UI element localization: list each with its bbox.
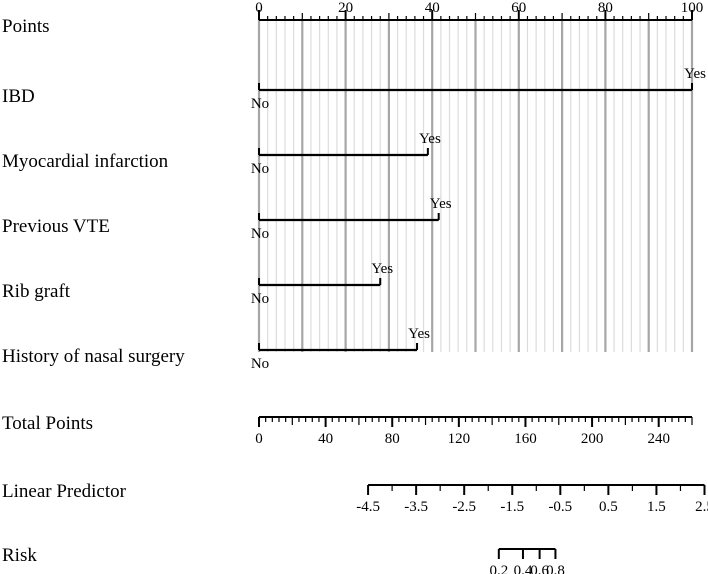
level-label-yes: Yes <box>408 326 430 342</box>
total-points-tick-label: 160 <box>514 431 537 447</box>
level-label-no: No <box>251 356 269 372</box>
total-points-tick-label: 200 <box>581 431 604 447</box>
points-tick-label: 60 <box>511 0 526 16</box>
row-label: Points <box>2 16 50 37</box>
linear-predictor-tick-label: -2.5 <box>452 499 476 515</box>
level-label-yes: Yes <box>419 131 441 147</box>
risk-tick-label: 0.2 <box>489 563 508 574</box>
linear-predictor-tick-label: 2.5 <box>695 499 708 515</box>
points-tick-label: 0 <box>255 0 263 16</box>
linear-predictor-tick-label: -0.5 <box>548 499 572 515</box>
risk-tick-label: 0.8 <box>546 563 565 574</box>
row-label: Previous VTE <box>2 216 110 237</box>
linear-predictor-tick-label: -1.5 <box>500 499 524 515</box>
points-tick-label: 100 <box>681 0 704 16</box>
row-label: Total Points <box>2 413 93 434</box>
row-label: History of nasal surgery <box>2 346 185 367</box>
points-tick-label: 40 <box>425 0 440 16</box>
level-label-no: No <box>251 161 269 177</box>
points-tick-label: 80 <box>598 0 613 16</box>
linear-predictor-tick-label: 0.5 <box>599 499 618 515</box>
row-label: Linear Predictor <box>2 481 127 502</box>
row-label: IBD <box>2 86 35 107</box>
total-points-tick-label: 0 <box>255 431 263 447</box>
total-points-tick-label: 120 <box>448 431 471 447</box>
row-label: Risk <box>2 545 37 566</box>
row-label: Myocardial infarction <box>2 151 169 172</box>
linear-predictor-tick-label: -3.5 <box>404 499 428 515</box>
row-label: Rib graft <box>2 281 71 302</box>
linear-predictor-tick-label: -4.5 <box>356 499 380 515</box>
level-label-yes: Yes <box>684 66 706 82</box>
risk-tick-label: 0.4 <box>514 563 533 574</box>
total-points-tick-label: 240 <box>647 431 670 447</box>
total-points-tick-label: 80 <box>385 431 400 447</box>
points-tick-label: 20 <box>338 0 353 16</box>
level-label-yes: Yes <box>371 261 393 277</box>
total-points-tick-label: 40 <box>318 431 333 447</box>
level-label-no: No <box>251 96 269 112</box>
level-label-no: No <box>251 226 269 242</box>
risk-tick-label: 0.6 <box>530 563 549 574</box>
linear-predictor-tick-label: 1.5 <box>647 499 666 515</box>
level-label-yes: Yes <box>430 196 452 212</box>
level-label-no: No <box>251 291 269 307</box>
